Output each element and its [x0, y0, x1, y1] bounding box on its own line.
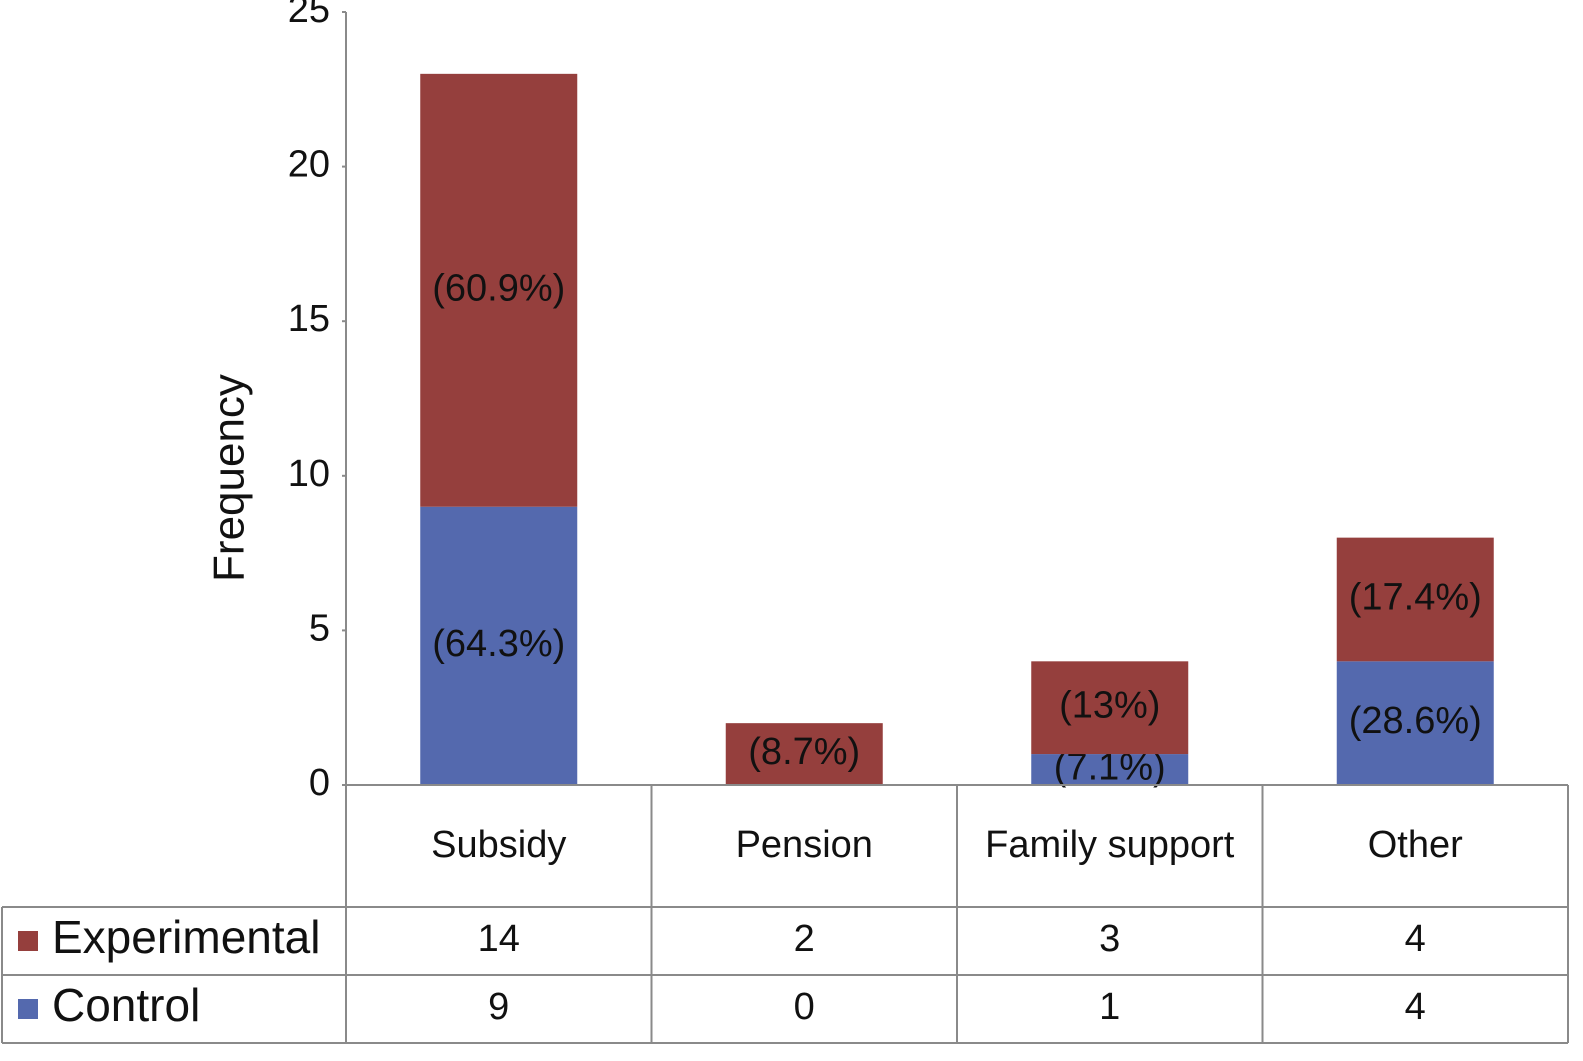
bar-segment: [1031, 754, 1189, 785]
data-label: (60.9%): [432, 267, 565, 309]
x-tick-label: Other: [1367, 824, 1463, 867]
y-tick-label: 10: [288, 453, 330, 495]
legend-swatch: [18, 999, 38, 1019]
y-axis-label: Frequency: [205, 374, 254, 582]
y-tick-label: 25: [288, 0, 330, 31]
bar-segment: [420, 506, 578, 785]
x-tick-label-box: Pension: [735, 824, 873, 867]
data-label: (13%): [1059, 685, 1160, 727]
bar-segment: [725, 723, 883, 785]
y-tick-label: 0: [309, 762, 330, 804]
table-value: 1: [1099, 986, 1120, 1028]
x-tick-label-box: Subsidy: [431, 824, 567, 867]
data-label: (8.7%): [748, 731, 860, 773]
data-label: (28.6%): [1349, 700, 1482, 742]
x-tick-label: Subsidy: [431, 824, 567, 867]
legend-swatch: [18, 931, 38, 951]
table-value: 9: [488, 986, 509, 1028]
data-label: (64.3%): [432, 623, 565, 665]
bar-segment: [420, 73, 578, 507]
table-value: 2: [794, 918, 815, 960]
x-tick-label: Family support: [985, 824, 1235, 867]
x-tick-label-box: Other: [1367, 824, 1463, 867]
bar-segment: [1336, 661, 1494, 785]
legend-label: Control: [52, 979, 200, 1031]
y-tick-label: 5: [309, 607, 330, 649]
table-value: 4: [1405, 918, 1426, 960]
table-value: 14: [478, 918, 520, 960]
table-value: 4: [1405, 986, 1426, 1028]
y-tick-label: 20: [288, 144, 330, 186]
y-tick-label: 15: [288, 298, 330, 340]
bar-segment: [1336, 537, 1494, 662]
data-label: (17.4%): [1349, 577, 1482, 619]
legend-label: Experimental: [52, 911, 320, 963]
bar-segment: [1031, 661, 1189, 755]
x-tick-label: Pension: [735, 824, 873, 867]
table-value: 3: [1099, 918, 1120, 960]
x-tick-label-box: Family support: [985, 824, 1235, 867]
table-value: 0: [794, 986, 815, 1028]
